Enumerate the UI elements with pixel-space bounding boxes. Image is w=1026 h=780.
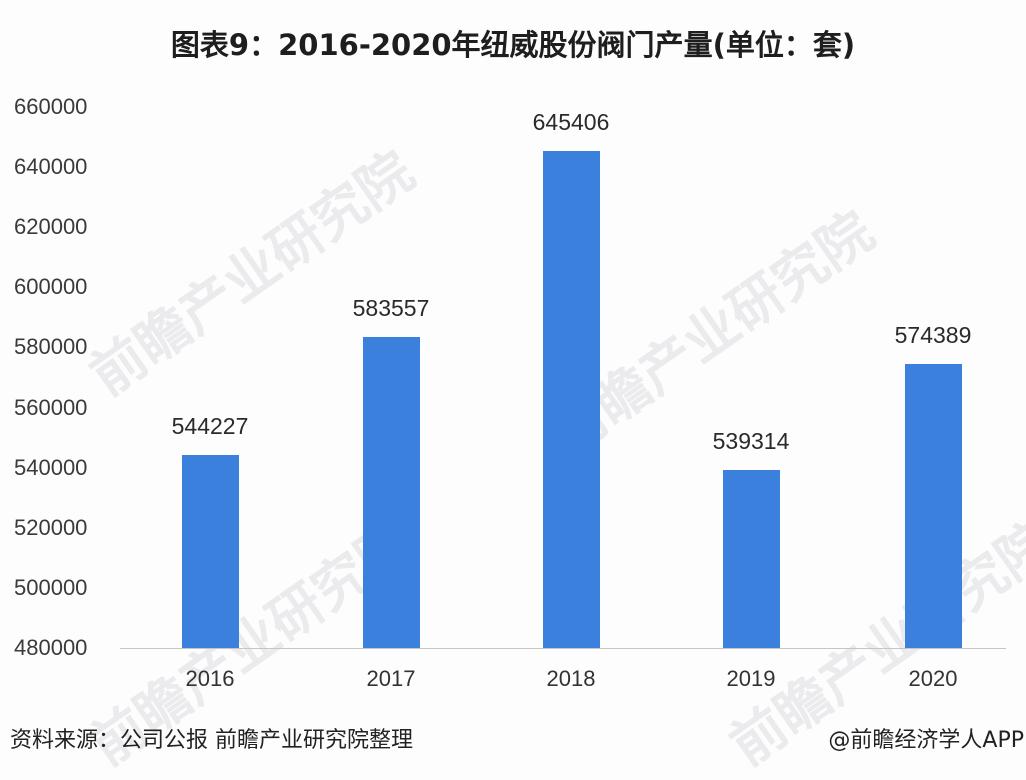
bar-value-label: 574389 <box>894 322 972 349</box>
bar-2018 <box>542 150 600 648</box>
bar-2020 <box>904 364 962 648</box>
y-tick-label: 620000 <box>14 214 88 240</box>
bar-2019 <box>722 469 780 648</box>
x-tick-label: 2016 <box>185 666 235 691</box>
bar-value-label: 645406 <box>532 108 610 135</box>
bar-2016 <box>181 454 239 648</box>
y-tick-label: 520000 <box>14 514 88 540</box>
y-tick-label: 480000 <box>14 635 88 660</box>
y-tick-label: 540000 <box>14 454 88 480</box>
bar-value-label: 583557 <box>352 294 430 321</box>
y-tick-label: 660000 <box>14 94 88 119</box>
bar-2017 <box>362 336 420 648</box>
x-tick-label: 2020 <box>908 666 958 691</box>
x-tick-label: 2019 <box>726 666 776 691</box>
y-tick-label: 500000 <box>14 574 88 600</box>
chart-title: 图表9：2016-2020年纽威股份阀门产量(单位：套) <box>170 28 856 62</box>
y-tick-label: 580000 <box>14 334 88 360</box>
x-tick-label: 2018 <box>546 666 596 691</box>
bar-value-label: 539314 <box>712 427 790 454</box>
y-tick-label: 600000 <box>14 274 88 300</box>
source-note: 资料来源：公司公报 前瞻产业研究院整理 <box>10 728 413 753</box>
y-tick-label: 640000 <box>14 154 88 180</box>
bar-value-label: 544227 <box>171 412 249 439</box>
y-tick-label: 560000 <box>14 394 88 420</box>
x-tick-label: 2017 <box>366 666 416 691</box>
credit-note: @前瞻经济学人APP <box>828 728 1024 753</box>
x-axis-line <box>120 648 1006 649</box>
